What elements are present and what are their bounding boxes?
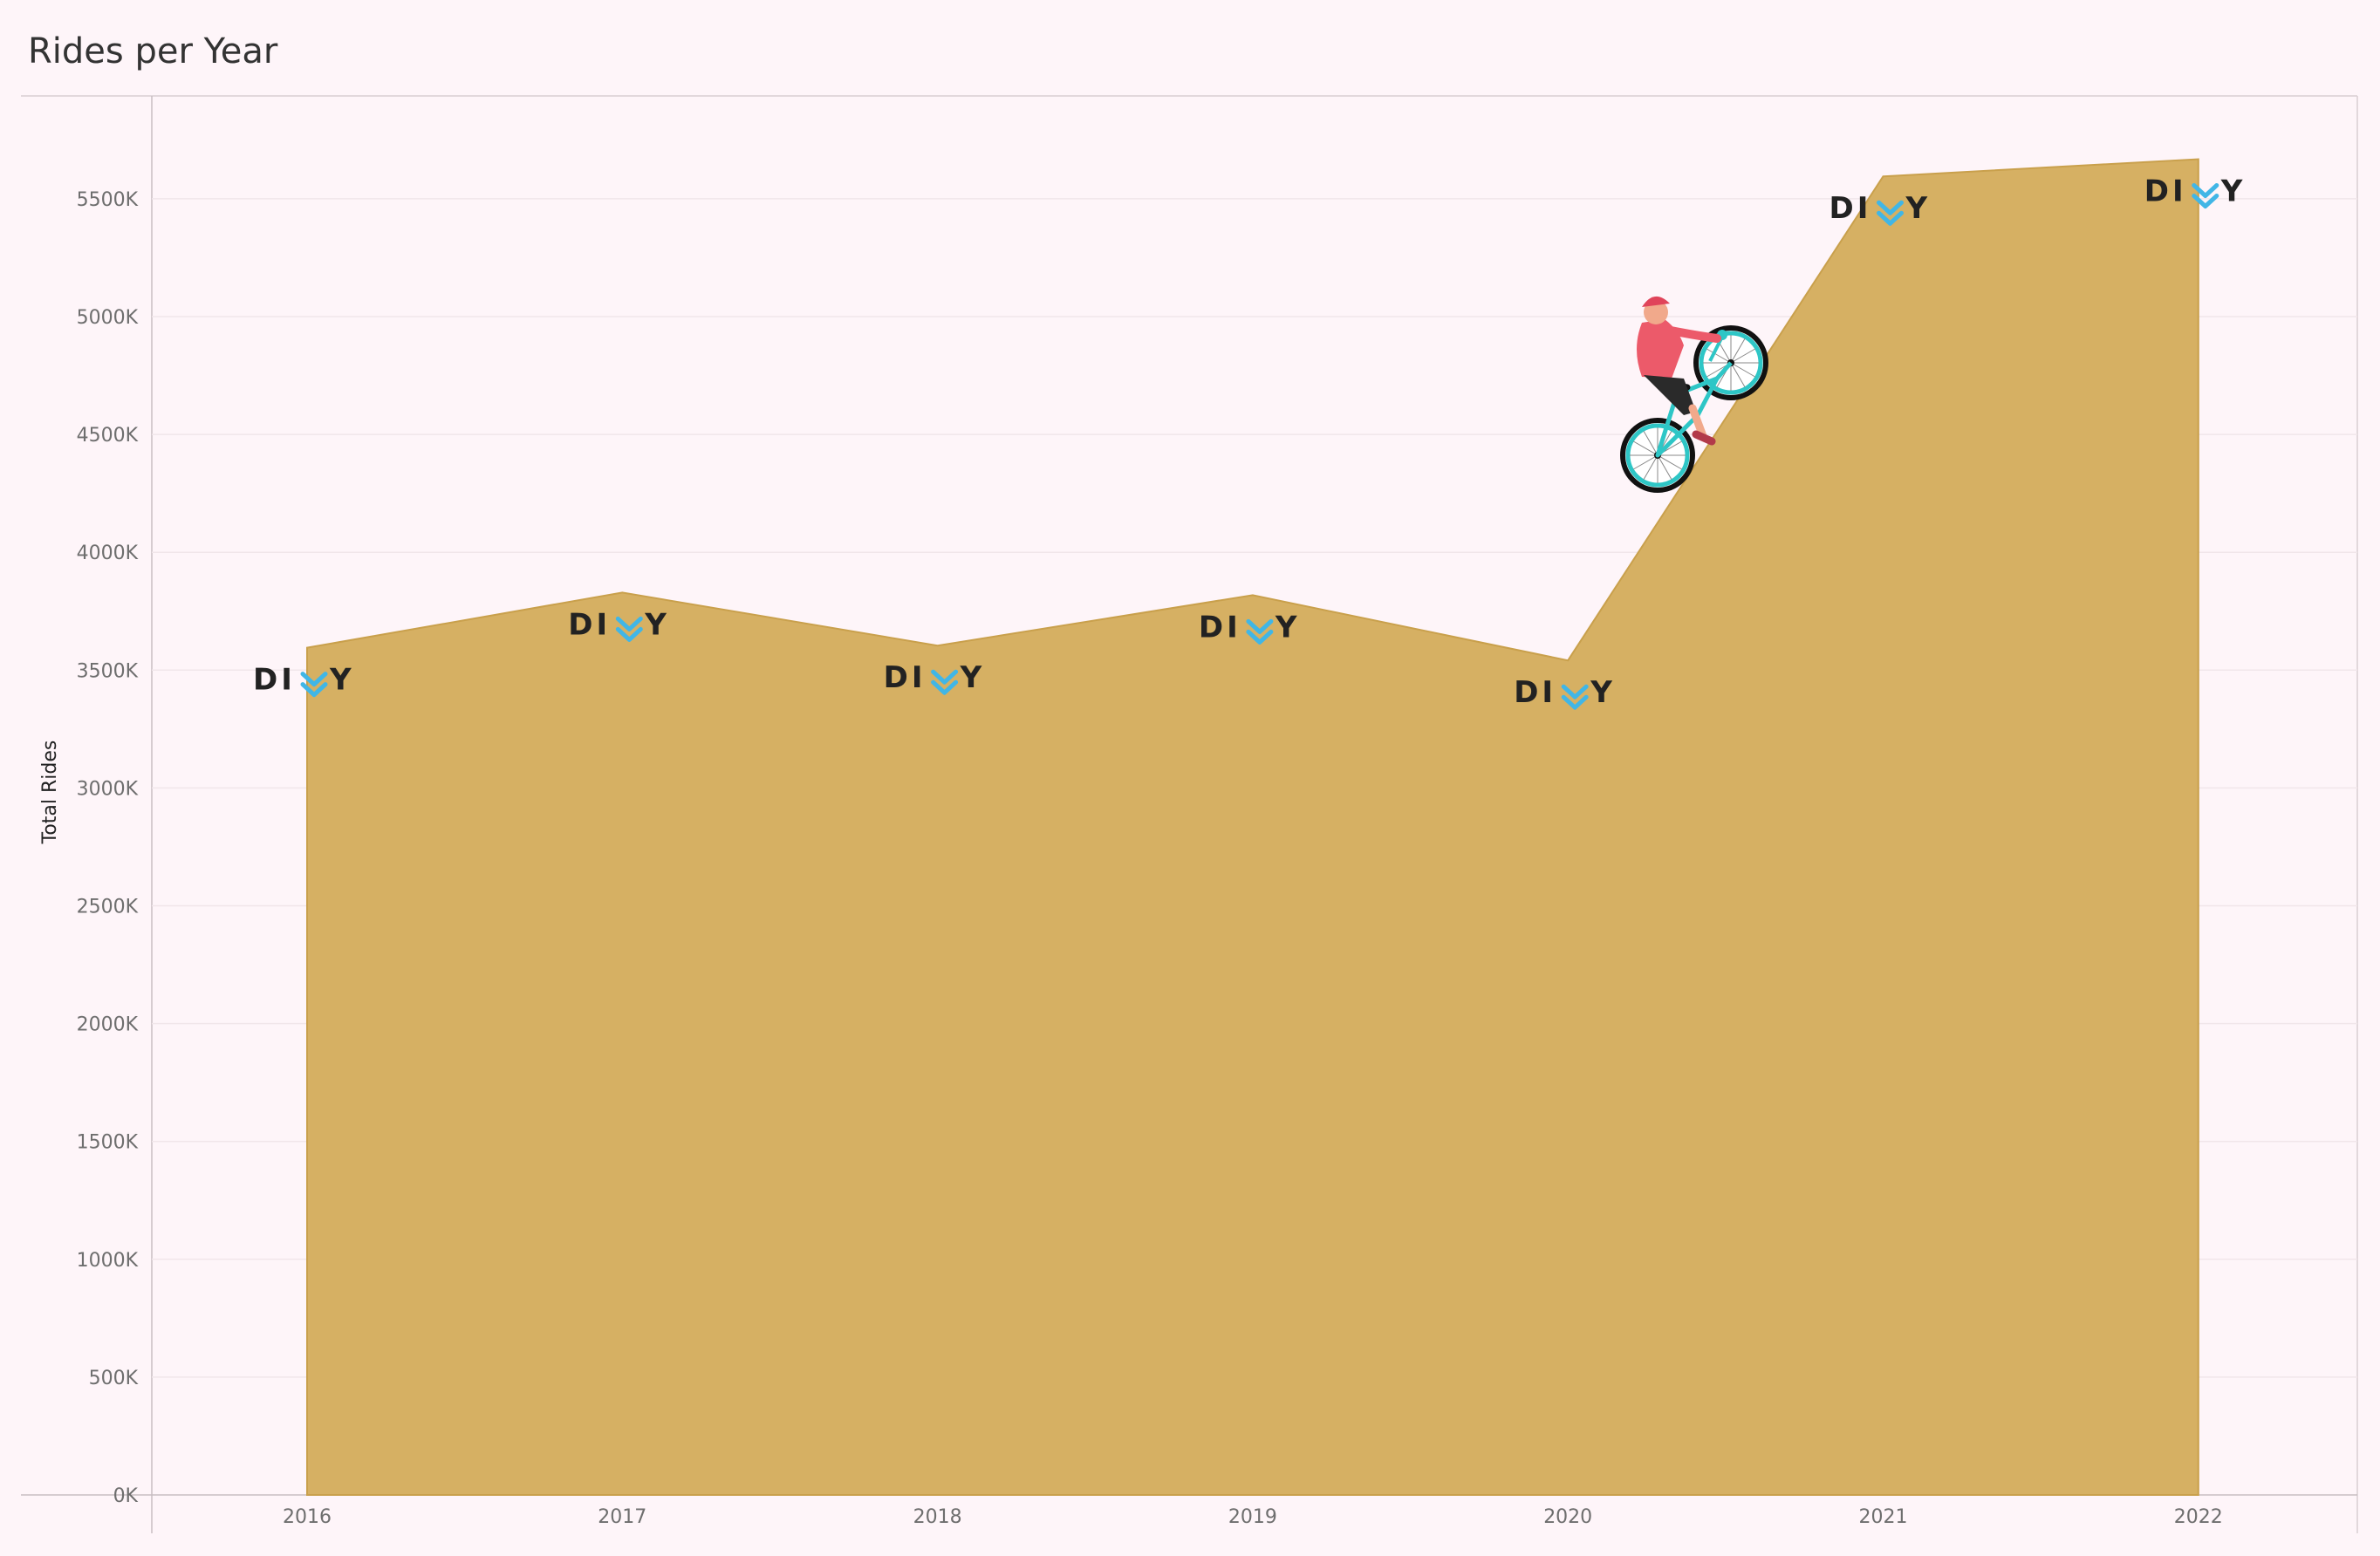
chevron-lower [931,679,959,695]
x-tick-label: 2016 [283,1506,332,1528]
x-tick-label: 2019 [1228,1506,1277,1528]
cyclist-illustration [1620,296,1768,493]
logo-text-right: Y [1275,610,1301,645]
divvy-logo-marker: DI Y [2144,174,2247,209]
cyclist-icon [1620,296,1768,493]
divvy-logo-marker: DI Y [253,663,355,698]
y-tick-label: 3500K [77,660,139,682]
logo-text-left: DI [568,607,611,642]
chevron-upper [2192,183,2219,199]
wheel-rim [1625,423,1690,488]
logo-text-left: DI [884,660,927,695]
divvy-chevron-icon [1561,684,1589,710]
y-axis: 0K 500K 1000K 1500K 2000K 2500K 3000K 3500K 4000… [77,189,139,1507]
rider-arm [1662,325,1721,343]
chevron-lower [1246,629,1274,645]
x-tick-label: 2020 [1543,1506,1592,1528]
chevron-lower [2192,194,2219,209]
point-markers: DI Y DI Y DI Y DI Y DI Y DI Y DI Y [253,174,2247,711]
x-tick-label: 2022 [2174,1506,2223,1528]
divvy-logo-marker: DI Y [1514,675,1616,710]
divvy-chevron-icon [300,672,328,698]
y-tick-label: 5000K [77,307,139,329]
logo-text-left: DI [1829,191,1872,226]
y-tick-label: 5500K [77,189,139,211]
x-tick-label: 2017 [598,1506,646,1528]
y-tick-label: 2000K [77,1014,139,1036]
y-tick-label: 1500K [77,1132,139,1154]
y-tick-label: 4000K [77,543,139,564]
logo-text-right: Y [960,660,986,695]
divvy-logo-marker: DI Y [1199,610,1301,645]
divvy-logo-marker: DI Y [1829,191,1932,226]
chevron-lower [1561,694,1589,710]
logo-text-left: DI [1199,610,1241,645]
chevron-lower [1877,210,1904,226]
logo-text-right: Y [1905,191,1932,226]
rider-head [1644,300,1668,324]
y-tick-label: 500K [89,1368,139,1389]
logo-text-right: Y [644,607,670,642]
chevron-upper [300,672,328,687]
x-tick-label: 2021 [1859,1506,1908,1528]
chevron-upper [615,616,643,631]
rider-shorts [1644,375,1696,415]
chevron-upper [1561,684,1589,700]
chevron-lower [615,626,643,642]
logo-text-left: DI [2144,174,2187,209]
chevron-upper [1246,618,1274,634]
chart-title: Rides per Year [28,31,278,72]
logo-text-left: DI [1514,675,1556,710]
y-axis-title: Total Rides [39,740,61,845]
x-tick-label: 2018 [913,1506,962,1528]
y-tick-label: 2500K [77,897,139,918]
chevron-upper [931,669,959,685]
divvy-chevron-icon [2192,183,2219,209]
y-tick-label: 4500K [77,425,139,447]
rider-shoe [1692,430,1716,446]
divvy-chevron-icon [615,616,643,642]
area-fill [306,158,2199,1496]
x-axis: 2016 2017 2018 2019 2020 2021 2022 [283,1506,2223,1528]
divvy-logo-marker: DI Y [568,607,670,642]
logo-text-right: Y [2220,174,2247,209]
y-tick-label: 1000K [77,1250,139,1272]
rider-helmet [1642,296,1670,307]
divvy-logo-marker: DI Y [884,660,986,695]
wheel-rim [1699,331,1763,395]
chevron-lower [300,682,328,698]
divvy-chevron-icon [1877,200,1904,226]
bike-fork [1715,361,1733,380]
divvy-chevron-icon [1246,618,1274,645]
y-tick-label: 3000K [77,778,139,800]
logo-text-right: Y [1590,675,1616,710]
chevron-upper [1877,200,1904,215]
logo-text-left: DI [253,663,296,698]
divvy-chevron-icon [931,669,959,695]
area-series [306,158,2199,1496]
logo-text-right: Y [329,663,355,698]
y-tick-label: 0K [113,1485,139,1507]
